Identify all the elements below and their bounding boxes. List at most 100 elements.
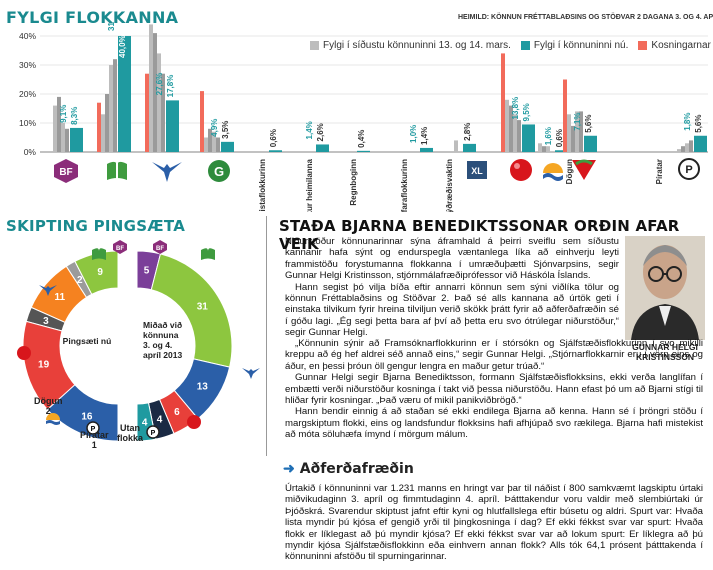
legend-swatch-salmon: [638, 41, 648, 50]
data-label: 31,9%: [107, 22, 116, 31]
piratar-logo-icon: P: [146, 425, 160, 439]
legend-label: Fylgi í síðustu könnuninni 13. og 14. ma…: [323, 40, 511, 51]
left-pie-value-label: 16: [81, 411, 93, 422]
y-tick-label: 40%: [19, 31, 36, 41]
bar-mars: [454, 140, 458, 152]
data-label: 0,6%: [555, 129, 564, 147]
bar-mars: [105, 94, 109, 152]
legend-swatch-gray: [310, 41, 319, 50]
chart-source: HEIMILD: KÖNNUN FRÉTTABLAÐSINS OG STÖÐVA…: [458, 14, 713, 21]
data-label: 2,6%: [316, 123, 325, 141]
bar-mars: [517, 120, 521, 152]
bar-nu: [420, 147, 433, 152]
party-name: Húmanistaflokkurinn: [258, 159, 267, 212]
bar-nu: [357, 150, 370, 152]
bar-mars: [689, 140, 693, 152]
bf-logo-icon: BF: [153, 240, 167, 254]
data-label: 1,4%: [420, 127, 429, 145]
data-label: 40,0%: [118, 35, 127, 58]
legend-label: Fylgi í könnuninni nú.: [533, 40, 629, 51]
method-heading: ➜ Aðferðafræðin: [283, 460, 414, 477]
bar-mars: [65, 128, 69, 152]
y-tick-label: 20%: [19, 89, 36, 99]
data-label: 8,3%: [70, 107, 79, 125]
bar-mars: [113, 59, 117, 153]
data-label: 13,8%: [511, 97, 520, 120]
piratar-label: Píratar 1: [80, 430, 109, 450]
red-ball-icon: [510, 159, 532, 181]
arrow-icon: ➜: [283, 460, 295, 476]
dogun-logo-icon: [46, 413, 60, 425]
bar-mars: [61, 123, 65, 152]
method-title: Aðferðafræðin: [299, 460, 414, 477]
right-pie-value-label: 5: [144, 266, 150, 277]
y-tick-label: 0%: [24, 147, 37, 157]
bar-mars: [101, 114, 105, 152]
bar-mars: [109, 65, 113, 152]
falcon-logo-icon: [242, 368, 260, 379]
article-paragraph: Gunnar Helgi segir Bjarna Benediktsson, …: [285, 372, 703, 407]
party-name: Dögun: [565, 159, 574, 184]
bar-2009: [97, 102, 101, 152]
falcon-logo-icon: [152, 162, 182, 182]
left-pie-value-label: 9: [97, 267, 103, 278]
bar-2009: [200, 91, 204, 152]
bar-mars: [513, 114, 517, 152]
bar-mars: [204, 137, 208, 152]
right-pie-center-label: Miðað við könnuna 3. og 4. apríl 2013: [143, 320, 183, 360]
bar-mars: [685, 143, 689, 152]
legend-item-nu: Fylgi í könnuninni nú.: [520, 40, 629, 51]
bar-mars: [681, 146, 685, 152]
bar-mars: [149, 24, 153, 152]
party-name: Framfaraflokkurinn: [400, 159, 409, 212]
data-label: 1,8%: [683, 113, 692, 131]
bar-2009: [145, 73, 149, 152]
data-label: 1,0%: [409, 125, 418, 143]
right-pie-value-label: 4: [157, 415, 163, 426]
data-label: 0,4%: [357, 130, 366, 148]
bar-mars: [212, 131, 216, 152]
bar-nu: [269, 150, 282, 152]
svg-text:P: P: [151, 430, 156, 437]
bar-mars: [216, 137, 220, 152]
vinstri-graen-logo-icon: G: [208, 160, 230, 182]
right-pie-value-label: 6: [174, 407, 180, 418]
data-label: 9,5%: [522, 103, 531, 121]
party-name: Lýðræðisvaktin: [445, 159, 454, 212]
bar-mars: [538, 143, 542, 152]
right-pie-value-label: 13: [197, 381, 209, 392]
left-pie-value-label: 3: [43, 316, 49, 327]
column-divider: [266, 216, 267, 456]
y-tick-label: 30%: [19, 60, 36, 70]
article-body-top: Niðurstöður könnunarinnar sýna áframhald…: [285, 236, 619, 339]
svg-text:BF: BF: [156, 246, 164, 252]
bar-nu: [316, 144, 329, 152]
left-pie-slice: [46, 384, 119, 442]
bar-nu: [555, 150, 568, 152]
right-pie-value-label: 4: [142, 418, 148, 429]
data-label: 27,6%: [155, 73, 164, 96]
data-label: 5,6%: [584, 115, 593, 133]
dogun-logo-icon: [543, 163, 563, 181]
article-paragraph: Niðurstöður könnunarinnar sýna áframhald…: [285, 236, 619, 282]
author-photo: [625, 236, 705, 340]
portrait-icon: [625, 236, 705, 340]
photo-caption: GUNNAR HELGI KRISTINSSON: [632, 342, 698, 362]
framsokn-logo-icon: [201, 248, 215, 260]
utan-flokka-label: Utan flokka: [117, 423, 144, 443]
data-label: 3,5%: [221, 121, 230, 139]
legend-swatch-teal: [520, 41, 530, 50]
svg-text:P: P: [91, 426, 96, 433]
party-name: Regnboginn: [349, 159, 358, 206]
bf-logo-icon: BF: [113, 240, 127, 254]
falcon-logo-icon: [39, 285, 57, 296]
svg-text:XL: XL: [471, 166, 483, 176]
data-label: 7,1%: [573, 113, 582, 131]
legend-item-2009: Kosningarnar 2009.: [638, 40, 713, 51]
bar-chart: 0% 10% 20% 30% 40% 9,1%8,3% 31,9%40,0% 27,6%17,…: [19, 22, 708, 212]
bar-nu: [70, 127, 83, 152]
party-name: Píratar: [655, 159, 664, 184]
article-paragraph: „Könnunin sýnir að Framsóknarflokkurinn …: [285, 338, 703, 372]
legend-item-mars: Fylgi í síðustu könnuninni 13. og 14. ma…: [310, 40, 511, 51]
data-label: 5,6%: [694, 115, 703, 133]
